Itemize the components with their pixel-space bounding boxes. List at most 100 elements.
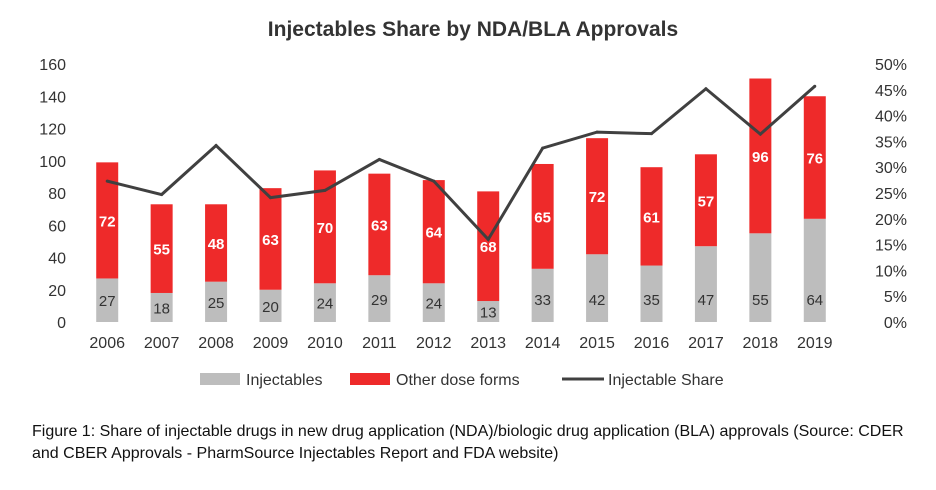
injectables-value-label: 27: [99, 293, 116, 310]
share-line-group: [105, 84, 817, 242]
y-left-tick-label: 100: [39, 154, 66, 171]
other-dose-forms-value-label: 63: [371, 217, 388, 234]
legend-injectables-label: Injectables: [246, 372, 323, 389]
injectables-bar: [749, 233, 772, 322]
chart-title: Injectables Share by NDA/BLA Approvals: [268, 18, 678, 41]
injectables-bar: [422, 283, 445, 322]
x-tick-label: 2016: [634, 335, 670, 352]
other-dose-forms-value-label: 64: [425, 225, 442, 242]
injectables-value-label: 64: [806, 292, 823, 309]
x-tick-label: 2013: [470, 335, 506, 352]
x-tick-label: 2015: [579, 335, 615, 352]
injectable-share-point: [486, 237, 490, 241]
bars: 27 72 18 55 25 48 20 63 24 70 29 63 24 64 13 68 33 65 42 72…: [96, 78, 826, 322]
other-dose-forms-value-label: 57: [698, 193, 715, 210]
y-right-tick-label: 40%: [875, 109, 907, 126]
y-left-tick-label: 20: [48, 283, 66, 300]
other-dose-forms-bar: [803, 96, 826, 219]
other-dose-forms-bar: [694, 154, 717, 247]
other-dose-forms-bar: [531, 163, 554, 269]
injectables-value-label: 25: [208, 295, 225, 312]
y-left-tick-label: 60: [48, 218, 66, 235]
injectables-value-label: 20: [262, 299, 279, 316]
legend-injectables-swatch: [200, 373, 240, 385]
injectables-value-label: 18: [153, 300, 170, 317]
y-right-tick-label: 10%: [875, 263, 907, 280]
right-axis: 0% 5% 10% 15% 20% 25% 30% 35% 40% 45% 50%: [875, 57, 907, 332]
other-dose-forms-value-label: 72: [589, 189, 606, 206]
x-tick-label: 2012: [416, 335, 452, 352]
other-dose-forms-value-label: 48: [208, 236, 225, 253]
injectable-share-point: [214, 144, 218, 148]
other-dose-forms-bar: [259, 188, 282, 290]
injectable-share-point: [432, 179, 436, 183]
injectable-share-point: [595, 130, 599, 134]
legend-other-label: Other dose forms: [396, 372, 520, 389]
injectables-value-label: 13: [480, 305, 497, 322]
injectables-bar: [640, 265, 663, 322]
injectables-bar: [694, 246, 717, 322]
injectables-bar: [96, 278, 119, 322]
y-left-tick-label: 140: [39, 89, 66, 106]
other-dose-forms-bar: [586, 138, 609, 255]
y-left-tick-label: 0: [57, 315, 66, 332]
other-dose-forms-bar: [313, 170, 336, 284]
other-dose-forms-value-label: 76: [806, 151, 823, 168]
injectables-bar: [586, 254, 609, 322]
y-right-tick-label: 20%: [875, 212, 907, 229]
injectable-share-point: [377, 157, 381, 161]
injectables-value-label: 33: [534, 292, 551, 309]
injectable-share-point: [541, 146, 545, 150]
injectables-value-label: 24: [317, 296, 334, 313]
y-right-tick-label: 15%: [875, 238, 907, 255]
x-tick-label: 2014: [525, 335, 561, 352]
legend: Injectables Other dose forms Injectable Sh…: [200, 372, 724, 389]
x-tick-label: 2018: [743, 335, 779, 352]
x-tick-label: 2007: [144, 335, 180, 352]
injectable-share-point: [105, 179, 109, 183]
injectables-bar: [803, 218, 826, 322]
legend-share-label: Injectable Share: [608, 372, 724, 389]
injectables-value-label: 42: [589, 292, 606, 309]
injectable-share-point: [269, 196, 272, 200]
injectables-bar: [150, 292, 173, 322]
other-dose-forms-bar: [205, 204, 228, 282]
injectable-share-point: [704, 87, 708, 91]
x-tick-label: 2019: [797, 335, 833, 352]
y-right-tick-label: 5%: [884, 289, 907, 306]
other-dose-forms-value-label: 65: [534, 209, 551, 226]
injectables-bar: [477, 301, 500, 322]
y-right-tick-label: 30%: [875, 160, 907, 177]
other-dose-forms-value-label: 96: [752, 149, 769, 166]
injectables-value-label: 35: [643, 292, 660, 309]
x-tick-label: 2011: [362, 335, 397, 352]
x-tick-label: 2009: [253, 335, 289, 352]
y-left-tick-label: 120: [39, 122, 66, 139]
other-dose-forms-bar: [477, 191, 500, 302]
injectable-share-point: [758, 132, 762, 136]
y-left-tick-label: 40: [48, 251, 66, 268]
injectable-share-point: [813, 84, 817, 88]
other-dose-forms-bar: [96, 162, 119, 279]
left-axis: 0 20 40 60 80 100 120 140 160: [39, 57, 66, 332]
injectables-bar: [313, 283, 336, 322]
other-dose-forms-bar: [368, 173, 391, 276]
injectables-bar: [259, 289, 282, 322]
y-right-tick-label: 50%: [875, 57, 907, 74]
y-right-tick-label: 25%: [875, 186, 907, 203]
injectables-value-label: 55: [752, 292, 769, 309]
other-dose-forms-value-label: 55: [153, 242, 170, 259]
other-dose-forms-bar: [749, 78, 772, 234]
chart: Injectables Share by NDA/BLA Approvals 0…: [39, 18, 907, 389]
other-dose-forms-value-label: 61: [643, 209, 660, 226]
injectables-bar: [205, 281, 228, 322]
other-dose-forms-value-label: 70: [317, 220, 334, 237]
other-dose-forms-value-label: 63: [262, 232, 279, 249]
injectables-value-label: 24: [425, 296, 442, 313]
x-axis: 2006 2007 2008 2009 2010 2011 2012 2013 2014 2015…: [89, 335, 832, 352]
injectables-value-label: 47: [698, 292, 715, 309]
other-dose-forms-bar: [150, 204, 173, 293]
injectable-share-point: [323, 188, 327, 192]
other-dose-forms-bar: [422, 180, 445, 284]
y-right-tick-label: 35%: [875, 134, 907, 151]
